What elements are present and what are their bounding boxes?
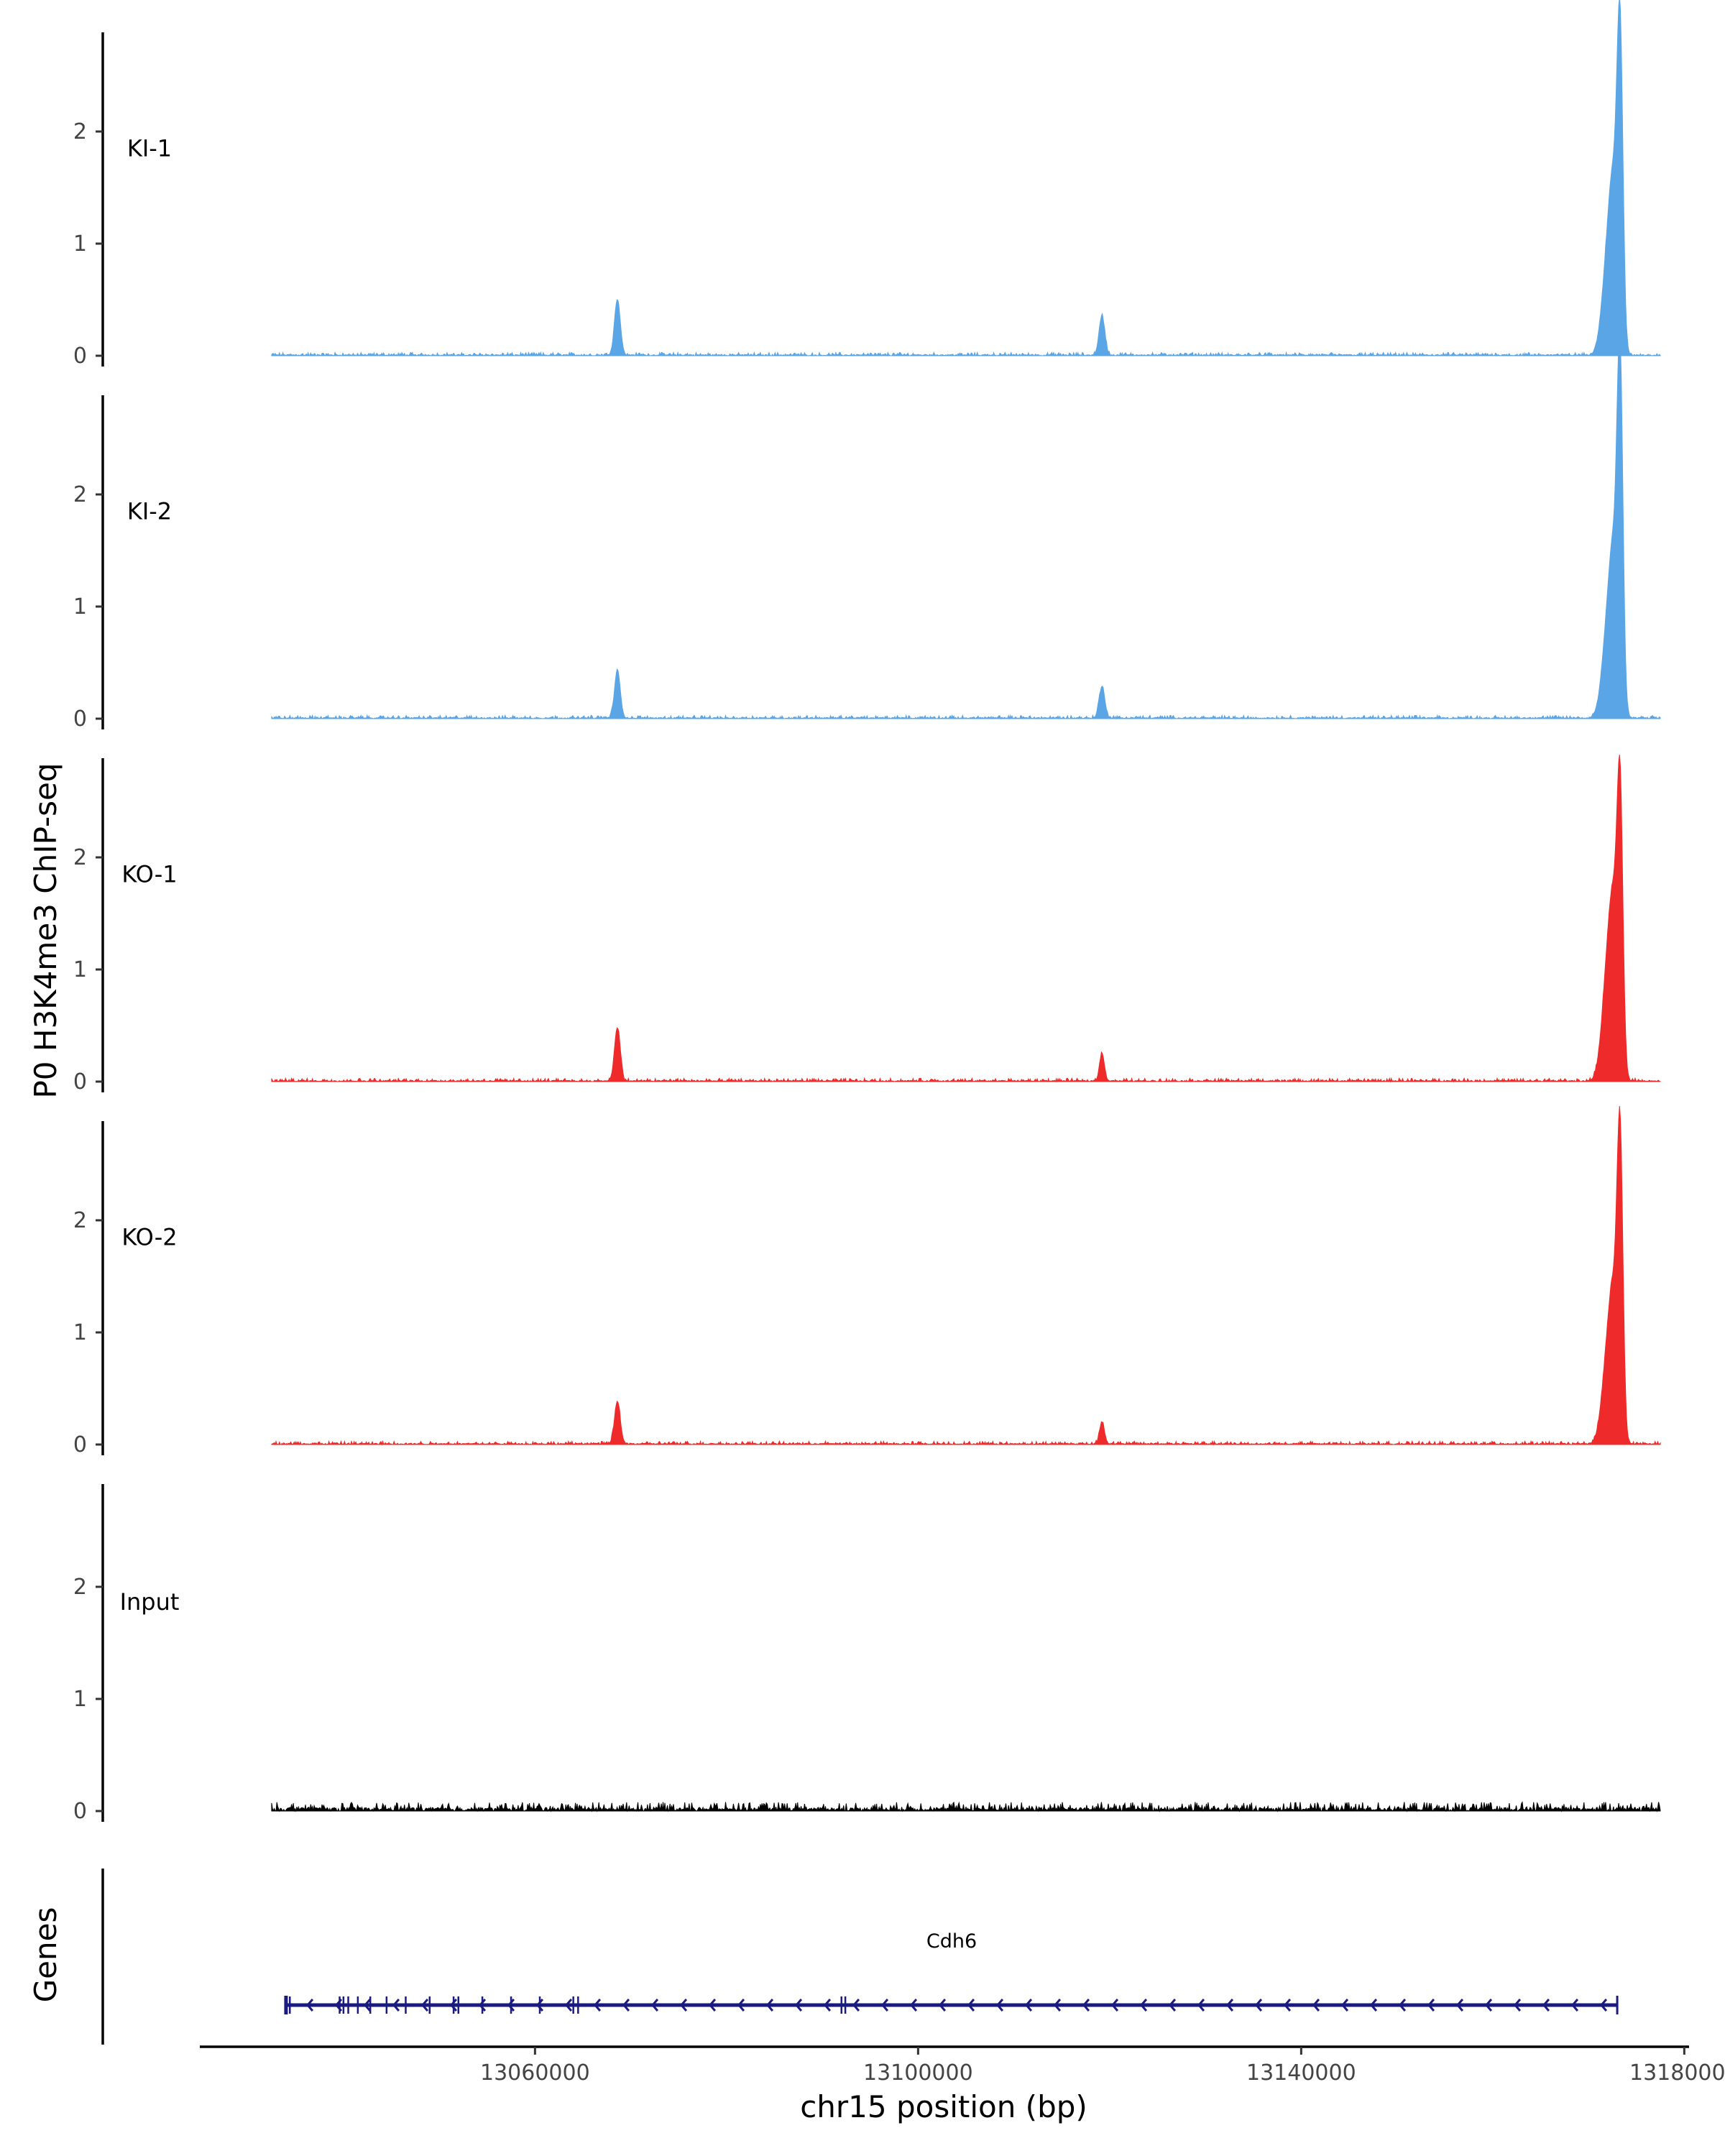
strand-arrow bbox=[650, 1999, 659, 2012]
strand-arrow bbox=[334, 1999, 343, 2012]
strand-arrow bbox=[1225, 1999, 1234, 2012]
track-label: KO-2 bbox=[121, 1224, 177, 1251]
y-tick-label: 2 bbox=[73, 1208, 87, 1233]
y-tick-label: 2 bbox=[73, 845, 87, 870]
y-tick-label: 0 bbox=[73, 706, 87, 732]
strand-arrow bbox=[1139, 1999, 1148, 2012]
strand-arrow bbox=[478, 1999, 487, 2012]
y-tick-label: 1 bbox=[73, 231, 87, 257]
strand-arrow bbox=[737, 1999, 745, 2012]
y-tick-label: 0 bbox=[73, 1069, 87, 1095]
strand-arrow bbox=[1340, 1999, 1349, 2012]
strand-arrow bbox=[967, 1999, 975, 2012]
y-tick-label: 0 bbox=[73, 1432, 87, 1457]
strand-arrow bbox=[1283, 1999, 1292, 2012]
x-tick-label: 13060000 bbox=[480, 2060, 590, 2086]
gene-track: Cdh6 bbox=[101, 1869, 1619, 2045]
signal-area bbox=[271, 1105, 1661, 1446]
strand-arrow bbox=[1542, 1999, 1550, 2012]
x-axis: 13060000 13100000 13140000 13180000 bbox=[200, 2045, 1725, 2086]
strand-arrow bbox=[1427, 1999, 1435, 2012]
strand-arrow bbox=[507, 1999, 515, 2012]
x-axis-title: chr15 position (bp) bbox=[800, 2089, 1087, 2124]
strand-arrow bbox=[1369, 1999, 1378, 2012]
y-tick-label: 1 bbox=[73, 594, 87, 619]
strand-arrow bbox=[1082, 1999, 1090, 2012]
y-tick-label: 1 bbox=[73, 1320, 87, 1345]
y-tick-label: 2 bbox=[73, 482, 87, 507]
strand-arrow bbox=[1398, 1999, 1407, 2012]
track-ko-1: 0 1 2 KO-1 bbox=[73, 755, 1661, 1095]
y-axis-title: P0 H3K4me3 ChIP-seq bbox=[28, 763, 63, 1098]
gene-label: Cdh6 bbox=[926, 1930, 977, 1953]
strand-arrow bbox=[564, 1999, 573, 2012]
y-tick-label: 1 bbox=[73, 1687, 87, 1712]
signal-area bbox=[271, 0, 1661, 357]
strand-arrow bbox=[708, 1999, 717, 2012]
strand-arrow bbox=[1570, 1999, 1579, 2012]
strand-arrow bbox=[1110, 1999, 1119, 2012]
strand-arrow bbox=[1599, 1999, 1608, 2012]
track-ki-2: 0 1 2 KI-2 bbox=[73, 328, 1661, 732]
strand-arrow bbox=[938, 1999, 947, 2012]
strand-arrow bbox=[449, 1999, 458, 2012]
track-label: KI-1 bbox=[127, 135, 172, 162]
x-tick-label: 13140000 bbox=[1246, 2060, 1356, 2086]
strand-arrow bbox=[1254, 1999, 1263, 2012]
strand-arrow bbox=[1024, 1999, 1033, 2012]
track-ki-1: 0 1 2 KI-1 bbox=[73, 0, 1661, 369]
strand-arrow bbox=[1053, 1999, 1062, 2012]
genes-axis-title: Genes bbox=[28, 1907, 63, 2003]
track-label: KO-1 bbox=[121, 861, 177, 888]
track-ko-2: 0 1 2 KO-2 bbox=[73, 1105, 1661, 1457]
strand-arrow bbox=[765, 1999, 774, 2012]
strand-arrow bbox=[823, 1999, 832, 2012]
strand-arrow bbox=[420, 1999, 429, 2012]
signal-tracks: 0 1 2 KI-1 0 1 2 KI-2 0 1 2 KO-1 0 1 2 KO-2 0 1 2 Input bbox=[73, 0, 1661, 1824]
y-tick-label: 2 bbox=[73, 1575, 87, 1600]
strand-arrow bbox=[1168, 1999, 1177, 2012]
signal-area bbox=[271, 328, 1661, 720]
strand-arrow bbox=[1484, 1999, 1493, 2012]
track-input: 0 1 2 Input bbox=[73, 1484, 1661, 1824]
strand-arrow bbox=[679, 1999, 688, 2012]
strand-arrow bbox=[1455, 1999, 1464, 2012]
strand-arrow bbox=[1312, 1999, 1320, 2012]
strand-arrow bbox=[880, 1999, 889, 2012]
strand-arrow bbox=[392, 1999, 400, 2012]
strand-arrow bbox=[852, 1999, 860, 2012]
y-tick-label: 1 bbox=[73, 957, 87, 982]
x-tick-label: 13180000 bbox=[1629, 2060, 1725, 2086]
strand-arrow bbox=[995, 1999, 1004, 2012]
strand-arrow bbox=[622, 1999, 630, 2012]
y-tick-label: 2 bbox=[73, 119, 87, 144]
strand-arrow bbox=[1513, 1999, 1522, 2012]
signal-area bbox=[271, 755, 1661, 1083]
y-tick-label: 0 bbox=[73, 1799, 87, 1824]
y-tick-label: 0 bbox=[73, 344, 87, 369]
strand-arrow bbox=[363, 1999, 372, 2012]
track-label: Input bbox=[120, 1588, 180, 1616]
strand-arrow bbox=[535, 1999, 544, 2012]
strand-arrow bbox=[1197, 1999, 1205, 2012]
track-label: KI-2 bbox=[127, 498, 172, 525]
strand-arrow bbox=[305, 1999, 314, 2012]
x-tick-label: 13100000 bbox=[863, 2060, 973, 2086]
signal-area bbox=[271, 1801, 1661, 1812]
strand-arrow bbox=[909, 1999, 918, 2012]
strand-arrow bbox=[794, 1999, 803, 2012]
strand-arrow bbox=[593, 1999, 602, 2012]
